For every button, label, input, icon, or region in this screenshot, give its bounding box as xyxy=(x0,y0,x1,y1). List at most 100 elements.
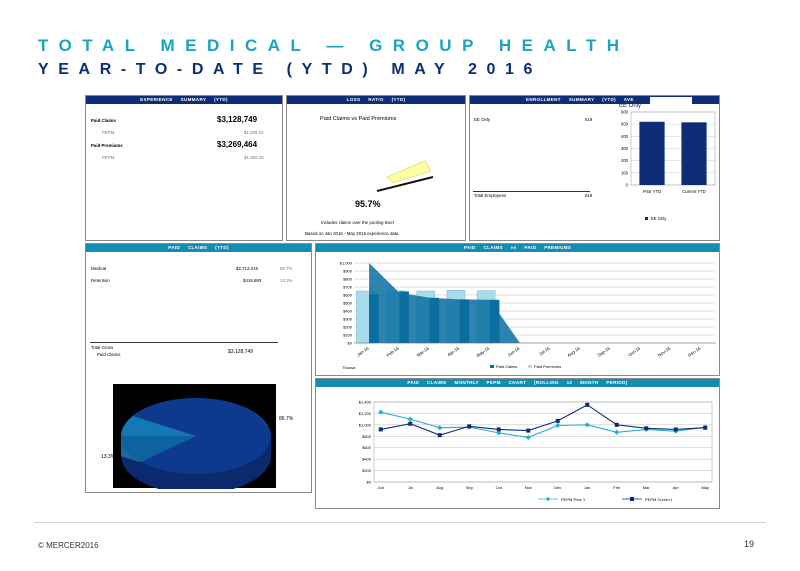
medical-label: Medical xyxy=(91,266,107,271)
point-pepm-current xyxy=(496,427,501,432)
x-tick-label: Nov-16 xyxy=(657,345,672,358)
y-tick-label: $300 xyxy=(343,317,353,322)
x-tick-label: Jun-16 xyxy=(507,345,521,357)
y-tick-label: $0 xyxy=(348,341,353,346)
paid-claims-panel: PAID CLAIMS (YTD) Medical $2,712,019 86.… xyxy=(85,243,312,493)
pepm-label-2: PEPM xyxy=(102,155,115,160)
y-tick-label: 0 xyxy=(626,183,629,188)
point-pepm-current xyxy=(585,402,590,407)
pepm-chart-panel: PAID CLAIMS MONTHLY PEPM CHART (ROLLING … xyxy=(315,378,720,509)
y-tick-label: $400 xyxy=(362,457,372,462)
y-tick-label: $1,400 xyxy=(359,400,372,405)
legend-label-claims: Paid Claims xyxy=(496,364,517,369)
y-tick-label: 400 xyxy=(621,134,629,139)
enrollment-summary-header: ENROLLMENT SUMMARY (YTD) AVE xyxy=(470,96,719,104)
legend-label: EE Only xyxy=(651,216,667,221)
point-pepm-current xyxy=(378,427,383,432)
y-tick-label: 500 xyxy=(621,122,629,127)
x-tick-label: Jan xyxy=(584,485,590,490)
enrollment-bar-chart: 0 100 200 300 400 500 600 Prior YTD Current YTD E… xyxy=(621,110,716,221)
loss-ratio-subtitle: Paid Claims vs Paid Premiums xyxy=(320,116,397,122)
x-tick-label: Feb xyxy=(613,485,621,490)
medical-pct: 86.7% xyxy=(280,266,293,271)
total-employees-label: Total Employees xyxy=(474,193,507,198)
x-tick-label: Nov xyxy=(525,485,532,490)
x-tick-label: Sep-16 xyxy=(597,345,612,358)
paid-claims-value: $3,128,749 xyxy=(217,115,258,124)
line-pepm-prior xyxy=(380,411,706,438)
x-tick-label: Mar xyxy=(643,485,651,490)
claims-vs-premiums-chart: $0 $100 $200 $300 $400 $500 $600 $700 $800 $900 $1… xyxy=(340,261,716,370)
pepm-chart-header: PAID CLAIMS MONTHLY PEPM CHART (ROLLING … xyxy=(316,379,719,387)
point-pepm-prior xyxy=(378,409,384,415)
total-employees-value: 619 xyxy=(585,193,593,198)
y-tick-label: $100 xyxy=(343,333,353,338)
plot-area xyxy=(630,111,716,186)
y-tick-label: 300 xyxy=(621,146,629,151)
x-tick-label: Prior YTD xyxy=(643,189,661,194)
line-pepm-current xyxy=(380,404,706,436)
y-tick-label: $600 xyxy=(343,293,353,298)
pepm-label-1: PEPM xyxy=(102,130,115,135)
x-tick-label: May-16 xyxy=(475,345,490,358)
point-pepm-current xyxy=(644,426,649,431)
pie-slice-retention xyxy=(121,416,196,436)
x-tick-label: Oct xyxy=(496,485,503,490)
legend-label-premiums: Paid Premiums xyxy=(534,364,561,369)
chart-footnote: Thousa xyxy=(342,365,356,370)
ee-only-value: 619 xyxy=(585,117,593,122)
retention-pct: 13.3% xyxy=(280,278,293,283)
claims-pie-chart xyxy=(113,384,276,489)
point-pepm-prior xyxy=(437,425,443,431)
point-pepm-prior xyxy=(555,422,561,429)
pepm-line-chart: $0 $200 $400 $600 $800 $1,000 $1,200 $1,400 Jun J… xyxy=(359,400,713,502)
enrollment-summary-panel: ENROLLMENT SUMMARY (YTD) AVE EE Only 619… xyxy=(469,95,720,241)
point-pepm-prior xyxy=(407,416,413,422)
x-tick-label: Current YTD xyxy=(682,189,705,194)
total-gross-label: Total Gross xyxy=(91,345,114,350)
point-pepm-prior xyxy=(584,422,590,428)
x-tick-label: May xyxy=(701,485,709,490)
loss-ratio-value: 95.7% xyxy=(355,199,381,209)
legend-marker-current xyxy=(630,497,634,501)
bar-ee-only xyxy=(681,122,707,185)
point-pepm-current xyxy=(555,418,560,423)
header-redaction xyxy=(650,97,692,104)
x-tick-label: Apr-16 xyxy=(446,345,460,357)
enrollment-chart-title: EE Only xyxy=(619,103,642,109)
page-subtitle: YEAR-TO-DATE (YTD) MAY 2016 xyxy=(38,61,542,78)
x-tick-label: Jan-16 xyxy=(356,345,370,357)
legend-marker-prior xyxy=(545,496,551,502)
point-pepm-prior xyxy=(525,434,531,441)
gauge-needle xyxy=(376,176,434,192)
experience-summary-panel: EXPERIENCE SUMMARY (YTD) Paid Claims $3,… xyxy=(85,95,283,241)
y-tick-label: $900 xyxy=(343,269,353,274)
y-tick-label: $0 xyxy=(367,480,372,485)
gauge-highlight xyxy=(386,160,432,184)
bar-ee-only xyxy=(639,121,665,185)
point-pepm-current xyxy=(437,433,442,438)
legend-swatch xyxy=(645,217,648,220)
y-tick-label: 100 xyxy=(621,170,629,175)
legend-swatch-claims xyxy=(490,365,494,368)
y-tick-label: $200 xyxy=(343,325,353,330)
x-tick-label: Aug xyxy=(436,485,443,490)
y-tick-label: $1,000 xyxy=(340,261,353,266)
claims-trend-area xyxy=(369,263,520,343)
paid-premiums-label: Paid Premiums xyxy=(91,143,123,148)
point-pepm-current xyxy=(614,422,619,427)
pie-label-medical: 86.7% xyxy=(279,416,294,422)
x-tick-label: Dec xyxy=(554,485,561,490)
footer-copyright: © MERCER2016 xyxy=(38,541,99,550)
pie-label-retention: 13.3% xyxy=(101,454,116,460)
legend-label-prior: PEPM Prior Y xyxy=(561,497,586,502)
loss-ratio-note-1: Includes claims over the pooling level xyxy=(321,220,394,225)
x-tick-label: Jul xyxy=(408,485,413,490)
y-tick-label: $1,000 xyxy=(359,422,372,427)
point-pepm-current xyxy=(526,428,531,433)
legend-label-current: PEPM Curren t xyxy=(645,497,673,502)
pepm-value-1: $1,006.22 xyxy=(244,130,264,135)
point-pepm-current xyxy=(703,425,708,430)
legend-swatch-premiums xyxy=(528,365,532,368)
pepm-value-2: $1,050.43 xyxy=(244,155,264,160)
